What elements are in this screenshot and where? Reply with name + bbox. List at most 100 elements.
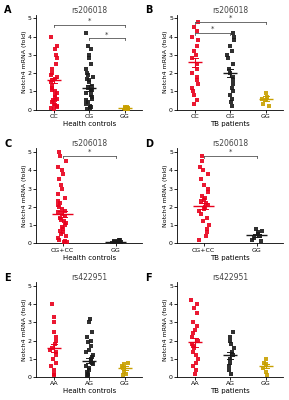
Text: *: * xyxy=(229,149,232,155)
Point xyxy=(205,226,209,232)
Point xyxy=(194,367,199,373)
Point xyxy=(191,101,196,107)
Point xyxy=(61,171,66,177)
Point xyxy=(229,48,234,54)
Point xyxy=(201,218,205,225)
Point xyxy=(65,239,69,246)
Point xyxy=(266,103,271,109)
Point xyxy=(84,348,89,355)
Title: rs206018: rs206018 xyxy=(212,139,248,148)
Point xyxy=(227,359,232,366)
Point xyxy=(205,215,210,221)
Text: A: A xyxy=(4,5,12,15)
Point xyxy=(112,239,116,246)
Text: *: * xyxy=(88,18,91,24)
Text: C: C xyxy=(4,139,12,149)
Point xyxy=(194,52,198,58)
Point xyxy=(49,70,54,76)
Point xyxy=(190,70,194,76)
Point xyxy=(55,103,59,109)
Point xyxy=(194,66,199,73)
Point xyxy=(64,158,68,164)
Point xyxy=(90,74,95,80)
Point xyxy=(50,301,55,307)
Point xyxy=(53,52,58,58)
Point xyxy=(55,90,59,96)
Point xyxy=(230,348,234,355)
Point xyxy=(206,171,211,177)
Point xyxy=(231,81,235,87)
Point xyxy=(122,105,127,112)
Point xyxy=(88,103,92,109)
Point xyxy=(231,74,236,80)
Point xyxy=(87,347,92,353)
Point xyxy=(225,52,229,58)
Point xyxy=(260,228,264,234)
Point xyxy=(55,74,60,80)
Point xyxy=(87,365,92,371)
Point xyxy=(86,72,90,78)
Point xyxy=(227,334,232,340)
Point xyxy=(89,104,94,110)
Point xyxy=(122,368,126,375)
Point xyxy=(53,88,57,94)
Point xyxy=(51,96,55,103)
Point xyxy=(58,216,63,223)
Point xyxy=(199,158,204,164)
Point xyxy=(51,370,56,377)
Point xyxy=(53,75,58,82)
Point xyxy=(61,226,66,232)
Point xyxy=(195,97,199,104)
Point xyxy=(84,90,88,96)
Point xyxy=(260,365,265,371)
Point xyxy=(121,372,125,378)
Point xyxy=(85,70,89,76)
Point xyxy=(55,55,60,62)
Text: D: D xyxy=(145,139,153,149)
Point xyxy=(229,370,234,377)
Point xyxy=(55,42,59,49)
Point xyxy=(85,373,89,380)
Point xyxy=(62,213,67,219)
Point xyxy=(116,238,121,244)
Point xyxy=(90,86,94,93)
Point xyxy=(123,104,127,111)
Point xyxy=(229,84,234,91)
Point xyxy=(205,189,210,196)
Point xyxy=(112,238,116,244)
Title: rs206018: rs206018 xyxy=(212,6,248,14)
Point xyxy=(125,106,130,112)
Point xyxy=(85,106,90,112)
Point xyxy=(189,297,194,304)
Point xyxy=(53,92,57,98)
Point xyxy=(50,356,55,362)
Point xyxy=(231,61,236,67)
Point xyxy=(56,209,60,216)
Point xyxy=(55,202,60,208)
Point xyxy=(51,372,56,378)
Point xyxy=(48,347,53,353)
Point xyxy=(54,104,59,110)
X-axis label: Health controls: Health controls xyxy=(63,388,116,394)
Point xyxy=(49,99,54,106)
Point xyxy=(58,228,62,234)
Point xyxy=(199,211,203,217)
Point xyxy=(197,207,201,214)
Point xyxy=(123,106,128,112)
Point xyxy=(191,343,195,349)
Point xyxy=(230,96,235,102)
Point xyxy=(125,359,130,366)
Point xyxy=(230,77,235,84)
Point xyxy=(194,359,198,366)
Point xyxy=(90,83,95,89)
Point xyxy=(90,96,94,102)
Point xyxy=(120,365,125,371)
X-axis label: TB patients: TB patients xyxy=(210,388,250,394)
Point xyxy=(231,37,236,44)
Point xyxy=(195,310,199,316)
X-axis label: TB patients: TB patients xyxy=(210,255,250,261)
Point xyxy=(60,206,64,212)
Title: rs422951: rs422951 xyxy=(212,273,248,282)
Point xyxy=(86,99,90,106)
Point xyxy=(195,42,199,49)
